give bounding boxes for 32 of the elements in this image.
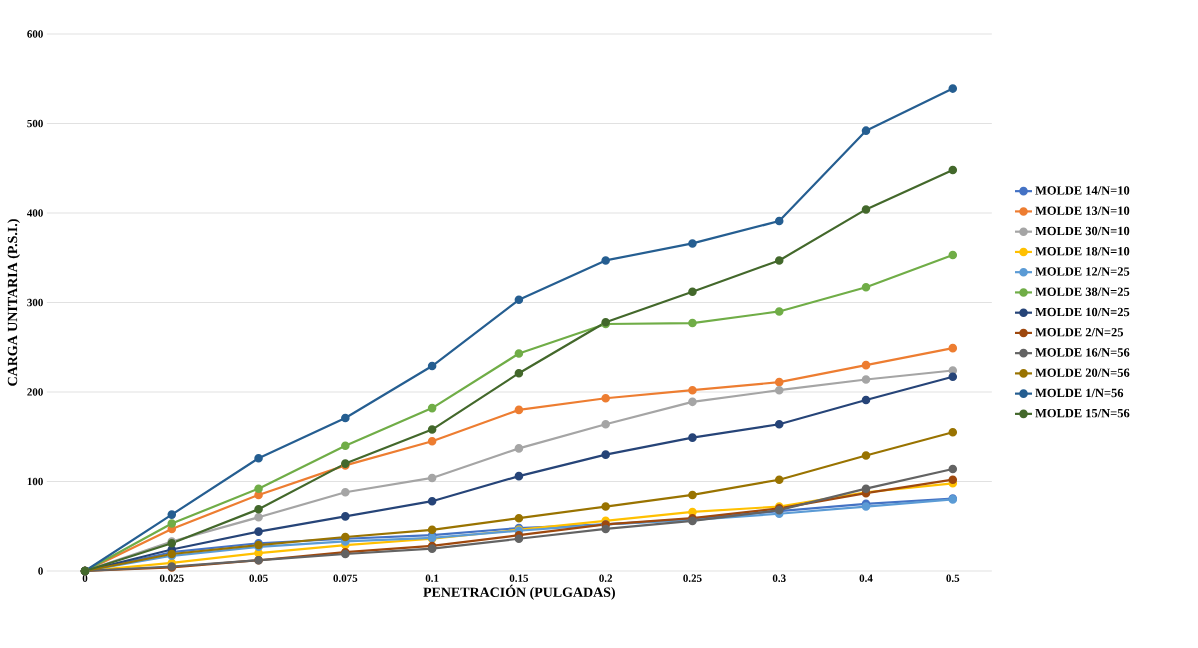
x-tick-label: 0.075 <box>333 574 358 582</box>
y-tick-label: 300 <box>27 298 43 307</box>
legend-label: MOLDE 2/N=25 <box>1035 328 1124 337</box>
x-tick-label: 0.15 <box>509 574 529 582</box>
legend-label: MOLDE 14/N=10 <box>1035 186 1130 195</box>
legend-label: MOLDE 16/N=56 <box>1035 348 1130 357</box>
legend-label: MOLDE 10/N=25 <box>1035 307 1130 317</box>
y-tick-label: 200 <box>27 388 43 396</box>
legend-label: MOLDE 20/N=56 <box>1035 368 1130 377</box>
x-tick-label: 0.1 <box>425 574 439 582</box>
y-axis-title: CARGA UNITARIA (P.S.I.) <box>7 219 21 386</box>
x-tick-label: 0.3 <box>772 574 786 582</box>
x-tick-label: 0.025 <box>159 574 184 582</box>
y-tick-label: 100 <box>27 477 43 486</box>
y-tick-label: 600 <box>27 30 43 38</box>
legend-label: MOLDE 30/N=10 <box>1035 226 1130 236</box>
x-tick-label: 0.5 <box>946 574 960 582</box>
y-tick-label: 500 <box>27 119 43 128</box>
legend-label: MOLDE 1/N=56 <box>1035 388 1124 398</box>
legend-label: MOLDE 15/N=56 <box>1035 408 1130 418</box>
x-tick-label: 0.4 <box>859 574 873 582</box>
x-tick-label: 0.05 <box>249 574 268 582</box>
y-tick-label: 400 <box>27 209 43 217</box>
x-tick-label: 0.2 <box>599 574 613 582</box>
legend-label: MOLDE 18/N=10 <box>1035 247 1130 256</box>
legend-label: MOLDE 38/N=25 <box>1035 287 1130 296</box>
x-axis-title: PENETRACIÓN (PULGADAS) <box>423 584 615 600</box>
legend-label: MOLDE 13/N=10 <box>1035 206 1130 215</box>
x-tick-label: 0 <box>82 574 88 582</box>
legend-label: MOLDE 12/N=25 <box>1035 267 1130 276</box>
y-tick-label: 0 <box>38 567 43 575</box>
x-tick-label: 0.25 <box>683 574 702 582</box>
